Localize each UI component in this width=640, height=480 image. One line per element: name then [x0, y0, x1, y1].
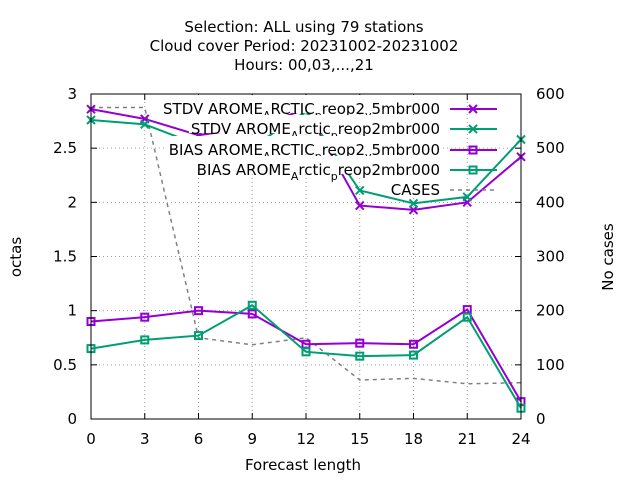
square-marker-point [468, 165, 478, 175]
y-tick-label: 2 [67, 193, 77, 211]
square-marker-point [355, 351, 365, 361]
legend-label-part: A [291, 170, 299, 183]
legend-label-part: rctic [298, 120, 330, 138]
legend-text-background [166, 136, 442, 154]
legend-entry: STDV AROMEArcticpreop2mbr000 [188, 115, 497, 142]
legend-entry: BIAS AROMEArcticpreop2mbr000 [194, 156, 497, 183]
y-tick-label: 0.5 [53, 356, 77, 374]
x-tick-label: 18 [404, 430, 423, 448]
legend-label: BIAS AROMEArcticpreop2mbr000 [197, 161, 440, 183]
chart-title: Selection: ALL using 79 stations Cloud c… [150, 18, 459, 74]
legend-label-part: BIAS AROME [169, 141, 263, 159]
x-tick-label: 6 [194, 430, 204, 448]
legend-label-part: BIAS AROME [197, 161, 291, 179]
marker-stroke [468, 104, 478, 114]
x-marker-point [355, 200, 365, 211]
marker-stroke [408, 198, 419, 209]
y-tick-label: 0 [67, 410, 77, 428]
legend-label-part: STDV AROME [163, 100, 263, 118]
y2-tick-label: 300 [536, 248, 565, 266]
marker-stroke [355, 185, 365, 196]
square-marker-point [462, 312, 472, 322]
legend-label-part: p [331, 170, 338, 183]
legend-text-background [188, 115, 442, 133]
y-tick-label: 1 [67, 302, 77, 320]
y-tick-label: 1.5 [53, 248, 77, 266]
x-marker-point [355, 185, 365, 196]
marker-stroke [355, 200, 365, 211]
y2-tick-label: 600 [536, 85, 565, 103]
y2-axis-label: No cases [599, 223, 617, 291]
x-marker-point [468, 124, 478, 134]
chart-title-line-2: Cloud cover Period: 20231002-20231002 [150, 37, 459, 55]
x-tick-label: 3 [140, 430, 150, 448]
y-tick-label: 3 [67, 85, 77, 103]
legend-label-part: 5mbr000 [372, 100, 440, 118]
legend-label: BIAS AROMEARCTICpreop2v5mbr000 [169, 141, 440, 163]
x-marker-point [468, 104, 478, 114]
square-marker-point [468, 145, 478, 155]
x-tick-label: 21 [458, 430, 477, 448]
legend-text-background [388, 176, 442, 194]
x-tick-label: 9 [247, 430, 257, 448]
series-3 [86, 300, 526, 413]
legend-label-part: reop2 [322, 100, 365, 118]
y2-tick-label: 200 [536, 302, 565, 320]
legend-text-background [194, 156, 442, 174]
x-tick-label: 12 [296, 430, 315, 448]
x-axis-label: Forecast length [245, 456, 361, 474]
x-tick-label: 0 [86, 430, 96, 448]
square-marker-point [409, 350, 418, 360]
square-marker-point [247, 309, 257, 319]
square-marker-point [140, 312, 150, 322]
chart-title-line-3: Hours: 00,03,...,21 [234, 56, 374, 74]
square-marker-point [355, 338, 365, 348]
x-marker-point [140, 119, 150, 130]
x-tick-label: 15 [350, 430, 369, 448]
marker-stroke [468, 124, 478, 134]
y-axis-label: octas [7, 237, 25, 277]
square-marker-point [194, 306, 203, 316]
marker-stroke [462, 192, 472, 202]
legend-label-part: rctic [298, 161, 330, 179]
legend-label: STDV AROMEArcticpreop2mbr000 [191, 120, 440, 142]
legend-label-part: A [291, 129, 299, 142]
legend-label-part: reop2mbr000 [338, 161, 440, 179]
legend-entry: BIAS AROMEARCTICpreop2v5mbr000 [166, 136, 497, 163]
chart-title-line-1: Selection: ALL using 79 stations [184, 18, 423, 36]
legend-label-part: CASES [391, 181, 440, 199]
legend-label-part: STDV AROME [191, 120, 291, 138]
marker-stroke [140, 119, 150, 130]
square-marker-point [247, 300, 257, 310]
legend-entry: CASES [388, 176, 497, 199]
axis-ticks: 0 3 6 9 12 15 18 21 24 0 0.5 1 1.5 2 2.5 3 0 100 200 300 400… [53, 85, 565, 448]
legend-label-part: reop2mbr000 [338, 120, 440, 138]
square-marker-point [409, 339, 418, 349]
series-line [90, 304, 522, 409]
x-marker-point [462, 192, 472, 202]
legend-label-part: RCTIC [270, 100, 314, 118]
legend-label-part: p [331, 129, 338, 142]
y2-tick-label: 400 [536, 193, 565, 211]
legend: STDV AROMEARCTICpreop2v5mbr000STDV AROME… [161, 95, 497, 199]
square-marker-point [140, 335, 150, 345]
x-tick-label: 24 [511, 430, 530, 448]
x-marker-point [408, 198, 419, 209]
legend-label-part: 5mbr000 [372, 141, 440, 159]
legend-label-part: reop2 [322, 141, 365, 159]
y2-tick-label: 500 [536, 139, 565, 157]
square-marker-point [301, 347, 311, 357]
y-tick-label: 2.5 [53, 139, 77, 157]
y2-tick-label: 100 [536, 356, 565, 374]
legend-label-part: RCTIC [270, 141, 314, 159]
legend-label: CASES [391, 181, 440, 199]
legend-text-background [161, 95, 442, 113]
series-line [90, 308, 522, 403]
square-marker-point [194, 331, 203, 341]
y2-tick-label: 0 [536, 410, 546, 428]
